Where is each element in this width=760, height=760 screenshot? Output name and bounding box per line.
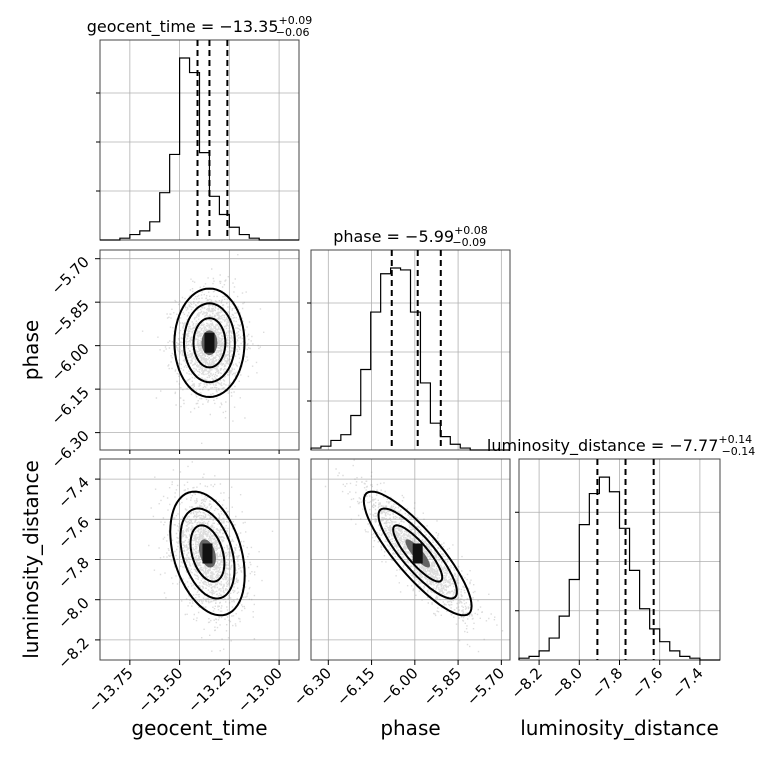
xtick-label-geocent_time-2: −13.25	[184, 664, 236, 716]
title-luminosity_distance: luminosity_distance = −7.77+0.14	[487, 433, 752, 456]
peak-geocent_time-luminosity_distance	[202, 543, 213, 564]
xtick-label-geocent_time-0: −13.75	[85, 664, 137, 716]
panel-scatter-luminosity_distance-vs-phase	[310, 458, 511, 661]
xtick-label-phase-2: −6.00	[376, 664, 421, 709]
xtick-label-phase-1: −6.15	[333, 664, 378, 709]
xtick-label-geocent_time-3: −13.00	[234, 664, 286, 716]
ytick-label-luminosity_distance-3: −7.6	[54, 513, 92, 551]
histogram-phase	[310, 267, 510, 451]
panel-scatter-phase-vs-geocent_time	[99, 249, 300, 451]
ytick-label-phase-2: −6.00	[48, 340, 93, 385]
histogram-geocent_time	[100, 57, 299, 241]
contour-geocent_time-luminosity_distance-1	[179, 507, 236, 600]
ytick-label-phase-3: −5.85	[48, 296, 93, 341]
peak-phase-luminosity_distance	[412, 543, 423, 564]
xtick-label-phase-3: −5.85	[420, 664, 465, 709]
hist-geocent_time-frame	[99, 39, 300, 241]
ytick-label-luminosity_distance-4: −7.4	[54, 473, 92, 511]
scatter-points-phase-luminosity_distance	[324, 459, 504, 653]
title-minus-geocent_time: −0.06	[276, 26, 310, 39]
xtick-label-luminosity_distance-1: −8.0	[548, 664, 586, 702]
contour-geocent_time-phase-0	[173, 287, 246, 399]
xaxis-label-geocent_time: geocent_time	[131, 716, 267, 740]
contour-phase-luminosity_distance-0	[362, 490, 473, 617]
scatter-geocent_time-phase-frame	[99, 249, 300, 451]
ytick-label-phase-0: −6.30	[48, 427, 93, 472]
contour-phase-luminosity_distance-1	[377, 507, 458, 600]
ytick-label-luminosity_distance-1: −8.0	[54, 594, 92, 632]
xtick-label-phase-0: −6.30	[290, 664, 335, 709]
contour-geocent_time-luminosity_distance-0	[169, 490, 246, 617]
xtick-label-geocent_time-1: −13.50	[134, 664, 186, 716]
scatter-dots-geocent_time-phase	[141, 254, 265, 444]
contour-geocent_time-luminosity_distance-2	[189, 524, 226, 583]
ytick-label-phase-1: −6.15	[48, 383, 93, 428]
contour-geocent_time-phase-1	[182, 302, 236, 384]
scatter-phase-luminosity_distance-frame	[310, 458, 511, 661]
ytick-label-luminosity_distance-0: −8.2	[54, 634, 92, 672]
panel-hist-geocent_time: geocent_time = −13.35+0.09−0.06	[87, 14, 313, 241]
yaxis-label-luminosity_distance: luminosity_distance	[19, 460, 43, 659]
panel-hist-phase: phase = −5.99+0.08−0.09	[307, 224, 511, 451]
scatter-points-geocent_time-luminosity_distance	[148, 461, 274, 652]
ytick-label-luminosity_distance-2: −7.8	[54, 554, 92, 592]
panel-hist-luminosity_distance: luminosity_distance = −7.77+0.14−0.14	[487, 433, 756, 661]
xtick-label-luminosity_distance-3: −7.6	[628, 664, 666, 702]
xaxis-label-phase: phase	[380, 716, 440, 740]
ytick-label-phase-4: −5.70	[48, 253, 93, 298]
xtick-label-phase-4: −5.70	[463, 664, 508, 709]
scatter-points-geocent_time-phase	[141, 254, 265, 444]
contour-phase-luminosity_distance-2	[392, 524, 444, 583]
title-phase: phase = −5.99+0.08	[333, 224, 488, 246]
contour-geocent_time-phase-2	[192, 317, 227, 369]
title-minus-luminosity_distance: −0.14	[722, 445, 756, 458]
histogram-luminosity_distance	[518, 476, 720, 661]
yaxis-label-phase: phase	[19, 320, 43, 380]
title-minus-phase: −0.09	[452, 236, 486, 249]
title-geocent_time: geocent_time = −13.35+0.09	[87, 14, 313, 37]
peak-geocent_time-phase	[204, 332, 215, 353]
xtick-label-luminosity_distance-0: −8.2	[507, 664, 545, 702]
xtick-label-luminosity_distance-4: −7.4	[668, 664, 706, 702]
xtick-label-luminosity_distance-2: −7.8	[588, 664, 626, 702]
panel-scatter-luminosity_distance-vs-geocent_time	[99, 458, 300, 661]
xaxis-label-luminosity_distance: luminosity_distance	[520, 716, 719, 740]
hist-phase-frame	[310, 249, 511, 451]
